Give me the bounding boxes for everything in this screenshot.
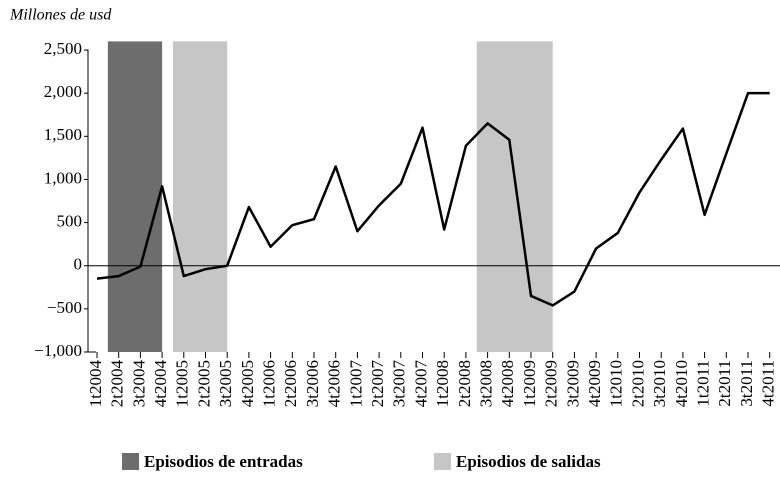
y-tick-label: 2,000: [44, 82, 82, 101]
x-tick-label: 3t2007: [390, 360, 409, 408]
x-tick-label: 1t2004: [86, 360, 105, 408]
data-line: [96, 91, 770, 307]
x-tick-label: 3t2005: [216, 360, 235, 407]
episode-band: [172, 41, 228, 353]
x-tick-label: 2t2010: [628, 360, 647, 407]
x-tick-label: 3t2006: [303, 360, 322, 407]
x-tick-label: 2t2007: [368, 360, 387, 408]
legend-swatch: [434, 453, 451, 470]
episode-band: [476, 41, 553, 353]
x-tick-label: 3t2008: [477, 360, 496, 407]
x-tick-label: 4t2006: [325, 360, 344, 407]
y-tick-label: 0: [74, 255, 83, 274]
y-tick-label: −1,000: [34, 341, 82, 360]
x-tick-label: 3t2004: [129, 360, 148, 408]
x-tick-label: 1t2011: [694, 360, 713, 407]
x-tick-label: 3t2010: [650, 360, 669, 407]
x-tick-label: 4t2010: [672, 360, 691, 407]
y-tick-label: 1,500: [44, 125, 82, 144]
x-tick-label: 1t2010: [607, 360, 626, 407]
x-tick-label: 2t2008: [455, 360, 474, 407]
x-tick-label: 2t2006: [281, 360, 300, 407]
legend-label: Episodios de entradas: [144, 452, 303, 471]
legend-label: Episodios de salidas: [456, 452, 601, 471]
x-tick-label: 4t2011: [759, 360, 778, 407]
legend-swatch: [122, 453, 139, 470]
y-axis-title: Millones de usd: [9, 7, 112, 24]
x-tick-label: 3t2009: [563, 360, 582, 407]
x-tick-label: 2t2004: [108, 360, 127, 408]
x-tick-label: 2t2009: [542, 360, 561, 407]
x-tick-label: 3t2011: [737, 360, 756, 407]
x-tick-label: 4t2009: [585, 360, 604, 407]
y-tick-label: −500: [47, 298, 82, 317]
x-tick-label: 2t2011: [715, 360, 734, 407]
x-tick-label: 1t2008: [433, 360, 452, 407]
x-tick-label: 4t2005: [238, 360, 257, 407]
x-tick-label: 4t2008: [498, 360, 517, 407]
x-tick-label: 2t2005: [194, 360, 213, 407]
x-tick-label: 1t2005: [173, 360, 192, 407]
x-tick-label: 4t2007: [411, 360, 430, 408]
y-tick-label: 1,000: [44, 168, 82, 187]
x-tick-label: 4t2004: [151, 360, 170, 408]
y-tick-label: 2,500: [44, 39, 82, 58]
episode-band: [107, 41, 163, 353]
y-tick-label: 500: [57, 211, 83, 230]
x-tick-label: 1t2009: [520, 360, 539, 407]
x-tick-label: 1t2007: [346, 360, 365, 408]
x-tick-label: 1t2006: [260, 360, 279, 407]
